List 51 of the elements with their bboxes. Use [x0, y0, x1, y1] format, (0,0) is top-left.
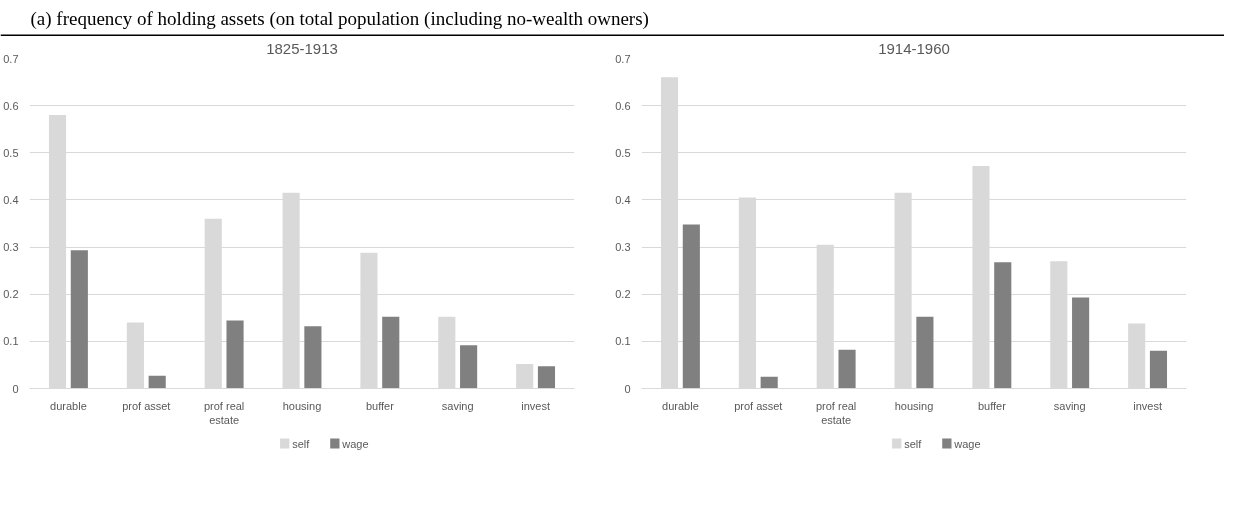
y-tick-label: 0.3	[615, 241, 631, 254]
bar	[226, 320, 244, 389]
y-tick-label: 0.7	[615, 52, 631, 65]
bar	[537, 366, 556, 389]
x-tick-label: saving	[441, 399, 474, 412]
x-tick-label: invest	[1133, 399, 1162, 412]
bar	[682, 224, 700, 389]
y-tick-label: 0	[12, 382, 19, 395]
x-tick-label: housing	[282, 399, 322, 412]
bar	[148, 375, 166, 389]
y-tick-label: 0.1	[3, 335, 19, 348]
y-tick-label: 0.2	[615, 288, 631, 301]
x-tick-label: buffer	[365, 399, 395, 412]
bar	[1072, 297, 1090, 389]
x-tick-label: durable	[662, 399, 699, 412]
y-tick-label: 0.5	[3, 146, 19, 159]
x-tick-label: housing	[894, 399, 934, 412]
chart-title: 1914-1960	[878, 39, 950, 57]
bar	[70, 250, 88, 389]
y-tick-label: 0.6	[615, 99, 631, 112]
x-tick-label: invest	[521, 399, 550, 412]
bar	[916, 316, 934, 389]
y-tick-label: 0.7	[3, 52, 19, 65]
x-tick-label: saving	[1053, 399, 1086, 412]
y-tick-label: 0.2	[3, 288, 19, 301]
bar	[838, 349, 856, 389]
x-tick-label: prof real estate	[815, 399, 857, 426]
x-tick-label: prof asset	[734, 399, 783, 412]
legend-label: self	[292, 437, 311, 450]
y-tick-label: 0	[624, 382, 631, 395]
y-tick-label: 0.4	[615, 193, 631, 206]
text: (a) frequency of holding assets (on total population (including no-wealth owners)	[30, 8, 649, 30]
bar	[994, 262, 1012, 389]
x-tick-label: durable	[50, 399, 87, 412]
y-tick-label: 0.6	[3, 99, 19, 112]
bar	[382, 316, 400, 389]
legend-label: self	[904, 437, 923, 450]
x-tick-label: prof real estate	[203, 399, 245, 426]
bar	[304, 326, 322, 389]
y-tick-label: 0.4	[3, 193, 19, 206]
bar	[460, 345, 478, 389]
bar	[760, 376, 778, 389]
legend-label: wage	[953, 437, 981, 450]
x-tick-label: buffer	[977, 399, 1007, 412]
y-tick-label: 0.5	[615, 146, 631, 159]
y-tick-label: 0.3	[3, 241, 19, 254]
bar	[1149, 350, 1168, 389]
chart-title: 1825-1913	[266, 39, 338, 57]
x-tick-label: prof asset	[122, 399, 171, 412]
legend-label: wage	[341, 437, 369, 450]
y-tick-label: 0.1	[615, 335, 631, 348]
